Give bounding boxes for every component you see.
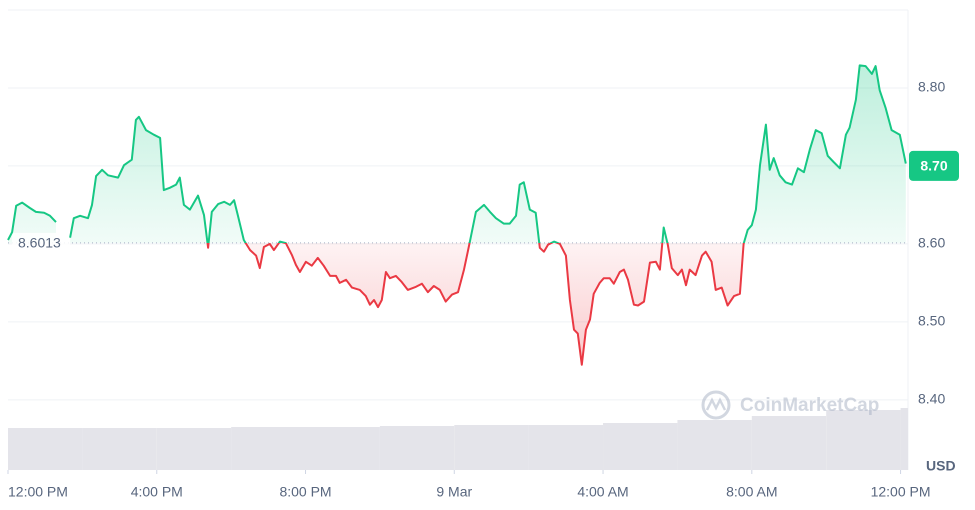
y-tick-label: 8.80 (918, 79, 945, 95)
volume-bar (603, 423, 678, 470)
x-tick-label: 4:00 AM (577, 484, 628, 500)
volume-bar (82, 428, 157, 470)
price-area (8, 65, 906, 365)
last-price-tag (909, 150, 959, 181)
volume-bar (528, 425, 604, 470)
x-tick-label: 8:00 AM (726, 484, 777, 500)
watermark-logo (701, 390, 731, 420)
watermark-logo-mark (705, 397, 727, 411)
x-tick-label: 9 Mar (436, 484, 472, 500)
volume-bar (900, 408, 908, 470)
last-price-label: 8.70 (920, 158, 947, 174)
baseline-label-bg (12, 232, 70, 253)
volume-bar (677, 420, 752, 470)
price-line (7, 64, 907, 366)
y-tick-label: 8.40 (918, 391, 945, 407)
volume-bar (826, 410, 901, 470)
volume-bar (231, 427, 306, 470)
volume-bar (379, 426, 455, 470)
y-tick-label: 8.60 (918, 235, 945, 251)
volume-bar (454, 425, 529, 470)
x-tick-label: 12:00 PM (871, 484, 931, 500)
volume-bar (8, 428, 83, 470)
volume-bar (751, 416, 827, 470)
x-tick-label: 12:00 PM (8, 484, 68, 500)
baseline-label: 8.6013 (18, 235, 61, 251)
y-tick-label: 8.50 (918, 313, 945, 329)
volume-bar (305, 427, 380, 470)
watermark: CoinMarketCap (701, 390, 879, 420)
x-tick-label: 4:00 PM (131, 484, 183, 500)
volume-bar (156, 428, 232, 470)
watermark-text: CoinMarketCap (740, 395, 879, 416)
x-tick-label: 8:00 PM (279, 484, 331, 500)
unit-label: USD (926, 458, 956, 474)
